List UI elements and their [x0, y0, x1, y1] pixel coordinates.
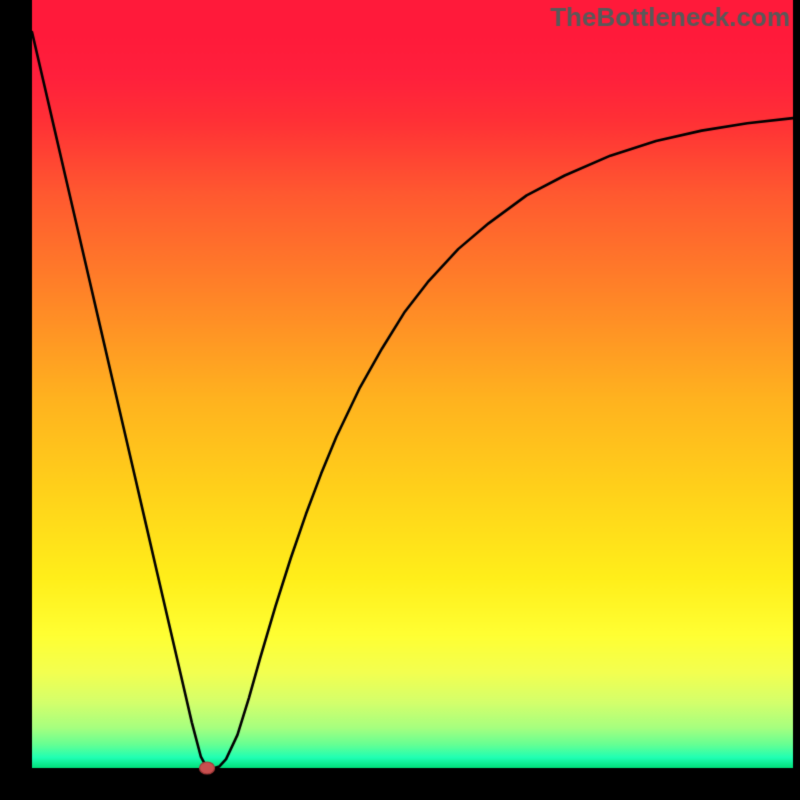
bottleneck-chart: [0, 0, 800, 800]
